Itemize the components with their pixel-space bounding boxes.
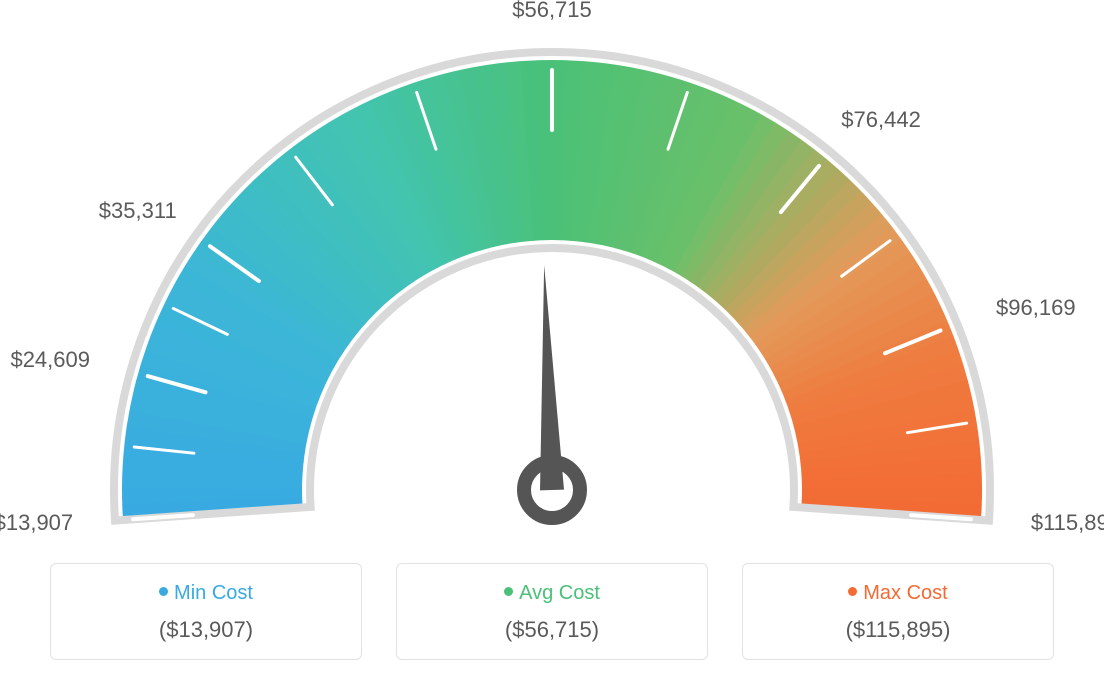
legend-dot-max: [848, 587, 857, 596]
legend-dot-avg: [504, 587, 513, 596]
legend-card-avg: Avg Cost ($56,715): [396, 563, 708, 660]
legend-value-max: ($115,895): [753, 617, 1043, 643]
gauge-tick-label: $96,169: [996, 295, 1076, 321]
legend-title-min-text: Min Cost: [174, 582, 253, 604]
gauge-tick-label: $35,311: [99, 198, 177, 224]
legend-card-max: Max Cost ($115,895): [742, 563, 1054, 660]
cost-gauge-chart: $13,907 $24,609 $35,311 $56,715 $76,442 $96,1…: [0, 0, 1104, 690]
gauge-tick-label: $13,907: [0, 510, 73, 536]
legend-value-min: ($13,907): [61, 617, 351, 643]
legend-value-avg: ($56,715): [407, 617, 697, 643]
legend-card-min: Min Cost ($13,907): [50, 563, 362, 660]
gauge-tick-label: $115,895: [1031, 510, 1104, 536]
legend-dot-min: [159, 587, 168, 596]
gauge-tick-label: $76,442: [841, 107, 921, 133]
gauge-tick-label: $24,609: [10, 347, 90, 373]
legend-title-avg-text: Avg Cost: [519, 582, 600, 604]
legend-title-avg: Avg Cost: [407, 582, 697, 605]
legend-row: Min Cost ($13,907) Avg Cost ($56,715) Ma…: [0, 563, 1104, 660]
legend-title-max: Max Cost: [753, 582, 1043, 605]
legend-title-min: Min Cost: [61, 582, 351, 605]
gauge-svg: [0, 0, 1104, 540]
gauge-tick-label: $56,715: [512, 0, 592, 23]
legend-title-max-text: Max Cost: [863, 582, 947, 604]
gauge-area: $13,907 $24,609 $35,311 $56,715 $76,442 $96,1…: [0, 0, 1104, 540]
